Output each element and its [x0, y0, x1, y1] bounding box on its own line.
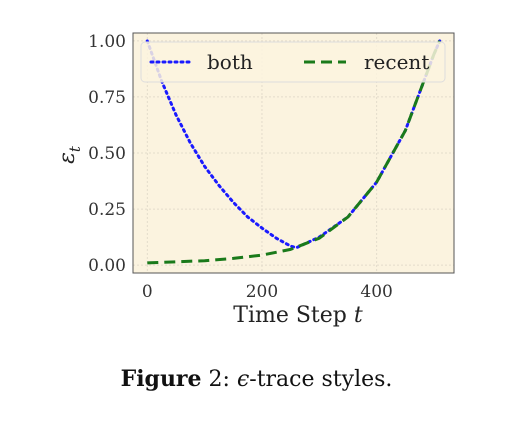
- plot-frame: [132, 32, 455, 274]
- caption-text: -trace styles.: [249, 367, 393, 392]
- y-tick-label: 0.00: [88, 256, 126, 276]
- caption-label: Figure: [120, 366, 202, 392]
- y-tick-label: 0.50: [88, 144, 126, 164]
- x-tick-label: 0: [142, 282, 153, 302]
- y-tick-label: 1.00: [88, 32, 126, 52]
- legend-label-both: both: [207, 50, 253, 74]
- x-axis-label: Time Step t: [233, 303, 363, 328]
- series-line-recent: [147, 40, 442, 265]
- figure-caption: Figure 2: ϵ-trace styles.: [120, 366, 393, 392]
- legend-box: [140, 41, 446, 83]
- x-tick-label: 200: [246, 282, 278, 302]
- x-tick-label: 400: [360, 282, 392, 302]
- y-tick-label: 0.75: [88, 88, 126, 108]
- y-axis-label: εt: [55, 145, 84, 164]
- y-tick-label: 0.25: [88, 200, 126, 220]
- legend: both recent: [140, 41, 446, 83]
- tick-labels: 0 200 400 0.00 0.25 0.50 0.75 1.00: [88, 32, 393, 302]
- caption-number: 2: [208, 367, 223, 392]
- caption-symbol: ϵ: [236, 367, 250, 392]
- series-lines: [145, 39, 442, 265]
- legend-label-recent: recent: [364, 50, 429, 74]
